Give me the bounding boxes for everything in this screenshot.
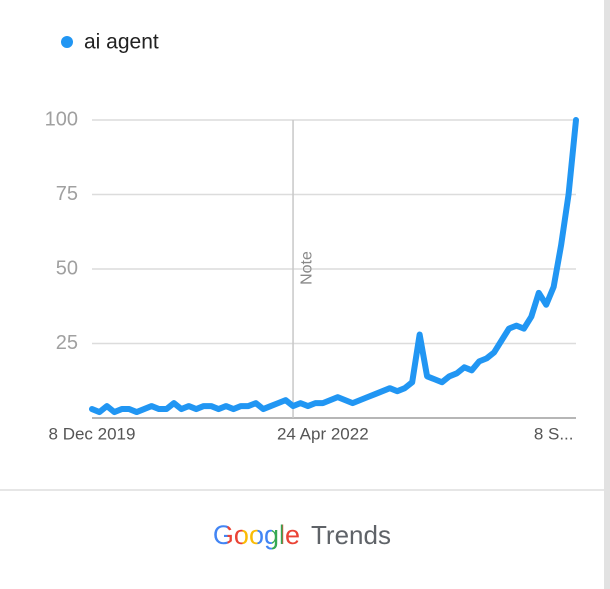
annotation-label: Note — [298, 251, 315, 285]
x-tick-label: 8 S... — [534, 424, 574, 443]
trends-logo: Trends — [311, 520, 391, 550]
legend-marker — [61, 36, 73, 48]
y-tick-label: 75 — [56, 183, 78, 205]
x-tick-label: 24 Apr 2022 — [277, 424, 369, 443]
card-edge — [604, 0, 610, 589]
x-tick-label: 8 Dec 2019 — [49, 424, 136, 443]
google-logo: Google — [213, 520, 300, 550]
y-tick-label: 25 — [56, 332, 78, 354]
series-line — [89, 117, 579, 416]
y-tick-label: 50 — [56, 257, 78, 279]
y-tick-label: 100 — [45, 108, 78, 130]
legend-label: ai agent — [84, 31, 159, 54]
